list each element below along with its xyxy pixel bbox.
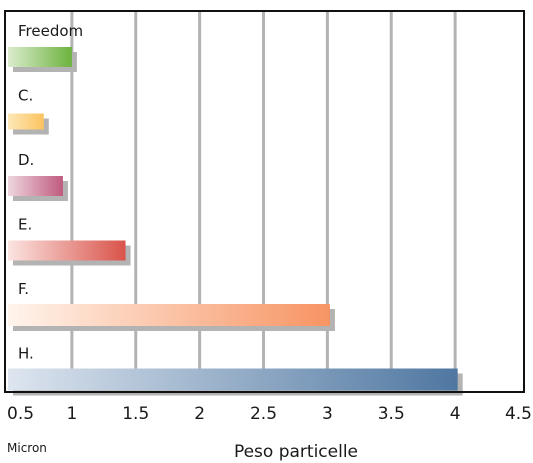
category-label: H.	[18, 345, 34, 363]
bar	[8, 47, 72, 67]
bar	[8, 240, 126, 261]
category-label: Freedom	[18, 22, 83, 40]
bar	[8, 368, 458, 391]
x-tick-label: 3	[322, 404, 333, 424]
category-label: F.	[18, 280, 29, 298]
bar	[8, 176, 63, 196]
category-label: E.	[18, 216, 32, 234]
grid-lines	[70, 11, 457, 392]
x-tick-label: 0.5	[7, 404, 34, 424]
category-label: C.	[18, 87, 33, 105]
category-label: D.	[18, 151, 34, 169]
x-axis-title: Peso particelle	[234, 442, 358, 462]
x-tick-label: 1	[66, 404, 77, 424]
bar	[8, 304, 330, 326]
x-tick-label: 3.5	[378, 404, 405, 424]
x-tick-label: 4.5	[505, 404, 532, 424]
x-tick-label: 1.5	[122, 404, 149, 424]
bar	[8, 113, 44, 130]
x-tick-label: 2.5	[250, 404, 277, 424]
bars	[8, 47, 463, 396]
x-axis-ticks: 0.5 1 1.5 2 2.5 3 3.5 4 4.5	[7, 404, 532, 424]
category-labels: Freedom C. D. E. F. H.	[18, 22, 83, 363]
unit-label: Micron	[7, 441, 47, 455]
plot-frame	[4, 10, 525, 393]
x-tick-label: 2	[194, 404, 205, 424]
x-tick-label: 4	[450, 404, 461, 424]
